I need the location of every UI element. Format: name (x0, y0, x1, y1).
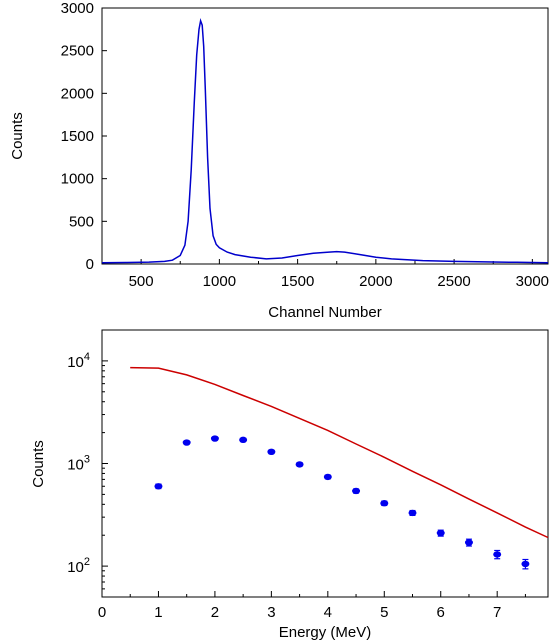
energy-x-tick-label: 1 (154, 604, 162, 621)
measured-point (210, 435, 219, 442)
spectrum-x-tick-label: 3000 (516, 273, 549, 290)
spectrum-y-tick-label: 1500 (61, 128, 94, 145)
measured-point (436, 529, 445, 537)
energy-x-tick-label: 2 (211, 604, 219, 621)
measured-point (352, 487, 361, 495)
spectrum-y-tick-label: 2000 (61, 85, 94, 102)
spectrum-x-tick-label: 1500 (281, 273, 314, 290)
spectrum-y-tick-label: 1000 (61, 171, 94, 188)
spectrum-y-tick-label: 3000 (61, 0, 94, 17)
spectrum-x-tick-label: 2500 (437, 273, 470, 290)
energy-x-tick-label: 3 (267, 604, 275, 621)
energy-x-tick-label: 7 (493, 604, 501, 621)
spectrum-plot-frame (101, 7, 549, 265)
energy-x-tick-label: 4 (324, 604, 332, 621)
measured-point (154, 483, 163, 490)
measured-point (380, 500, 389, 507)
spectrum-panel: 500 1000 1500 2000 2500 3000 0 500 1000 1500 2000… (9, 0, 549, 321)
energy-x-ticks: 0 1 2 3 4 5 6 7 (98, 591, 526, 621)
spectrum-y-tick-label: 0 (86, 256, 94, 273)
measured-point (493, 551, 502, 558)
energy-y-tick-label: 102 (67, 556, 90, 576)
measured-point (408, 509, 417, 517)
measured-point (464, 539, 473, 546)
energy-x-tick-label: 5 (380, 604, 388, 621)
energy-y-ticks: 102 103 104 (67, 329, 108, 598)
energy-x-axis-label: Energy (MeV) (279, 624, 372, 641)
spectrum-y-tick-label: 500 (69, 213, 94, 230)
measured-point (239, 436, 248, 444)
measured-point (521, 560, 530, 568)
energy-x-tick-label: 0 (98, 604, 106, 621)
energy-y-tick-label: 103 (67, 454, 90, 474)
energy-panel: 0 1 2 3 4 5 6 7 102 103 104 Energy (MeV) Counts (30, 329, 549, 641)
measured-point (267, 448, 276, 456)
spectrum-x-ticks: 500 1000 1500 2000 2500 3000 (101, 259, 549, 290)
spectrum-x-tick-label: 1000 (203, 273, 236, 290)
spectrum-y-ticks: 0 500 1000 1500 2000 2500 3000 (61, 0, 107, 273)
spectrum-x-tick-label: 2000 (359, 273, 392, 290)
energy-y-axis-label: Counts (30, 440, 47, 488)
measured-point (295, 461, 304, 468)
measured-point (323, 473, 332, 481)
energy-y-tick-label: 104 (67, 351, 90, 371)
measured-point (182, 439, 191, 446)
spectrum-x-tick-label: 500 (129, 273, 154, 290)
spectrum-line (101, 18, 549, 264)
spectrum-x-axis-label: Channel Number (268, 304, 381, 321)
model-curve-line (130, 366, 549, 539)
spectrum-y-axis-label: Counts (9, 112, 26, 160)
energy-x-tick-label: 6 (437, 604, 445, 621)
measured-points (154, 435, 530, 570)
spectrum-y-tick-label: 2500 (61, 43, 94, 60)
